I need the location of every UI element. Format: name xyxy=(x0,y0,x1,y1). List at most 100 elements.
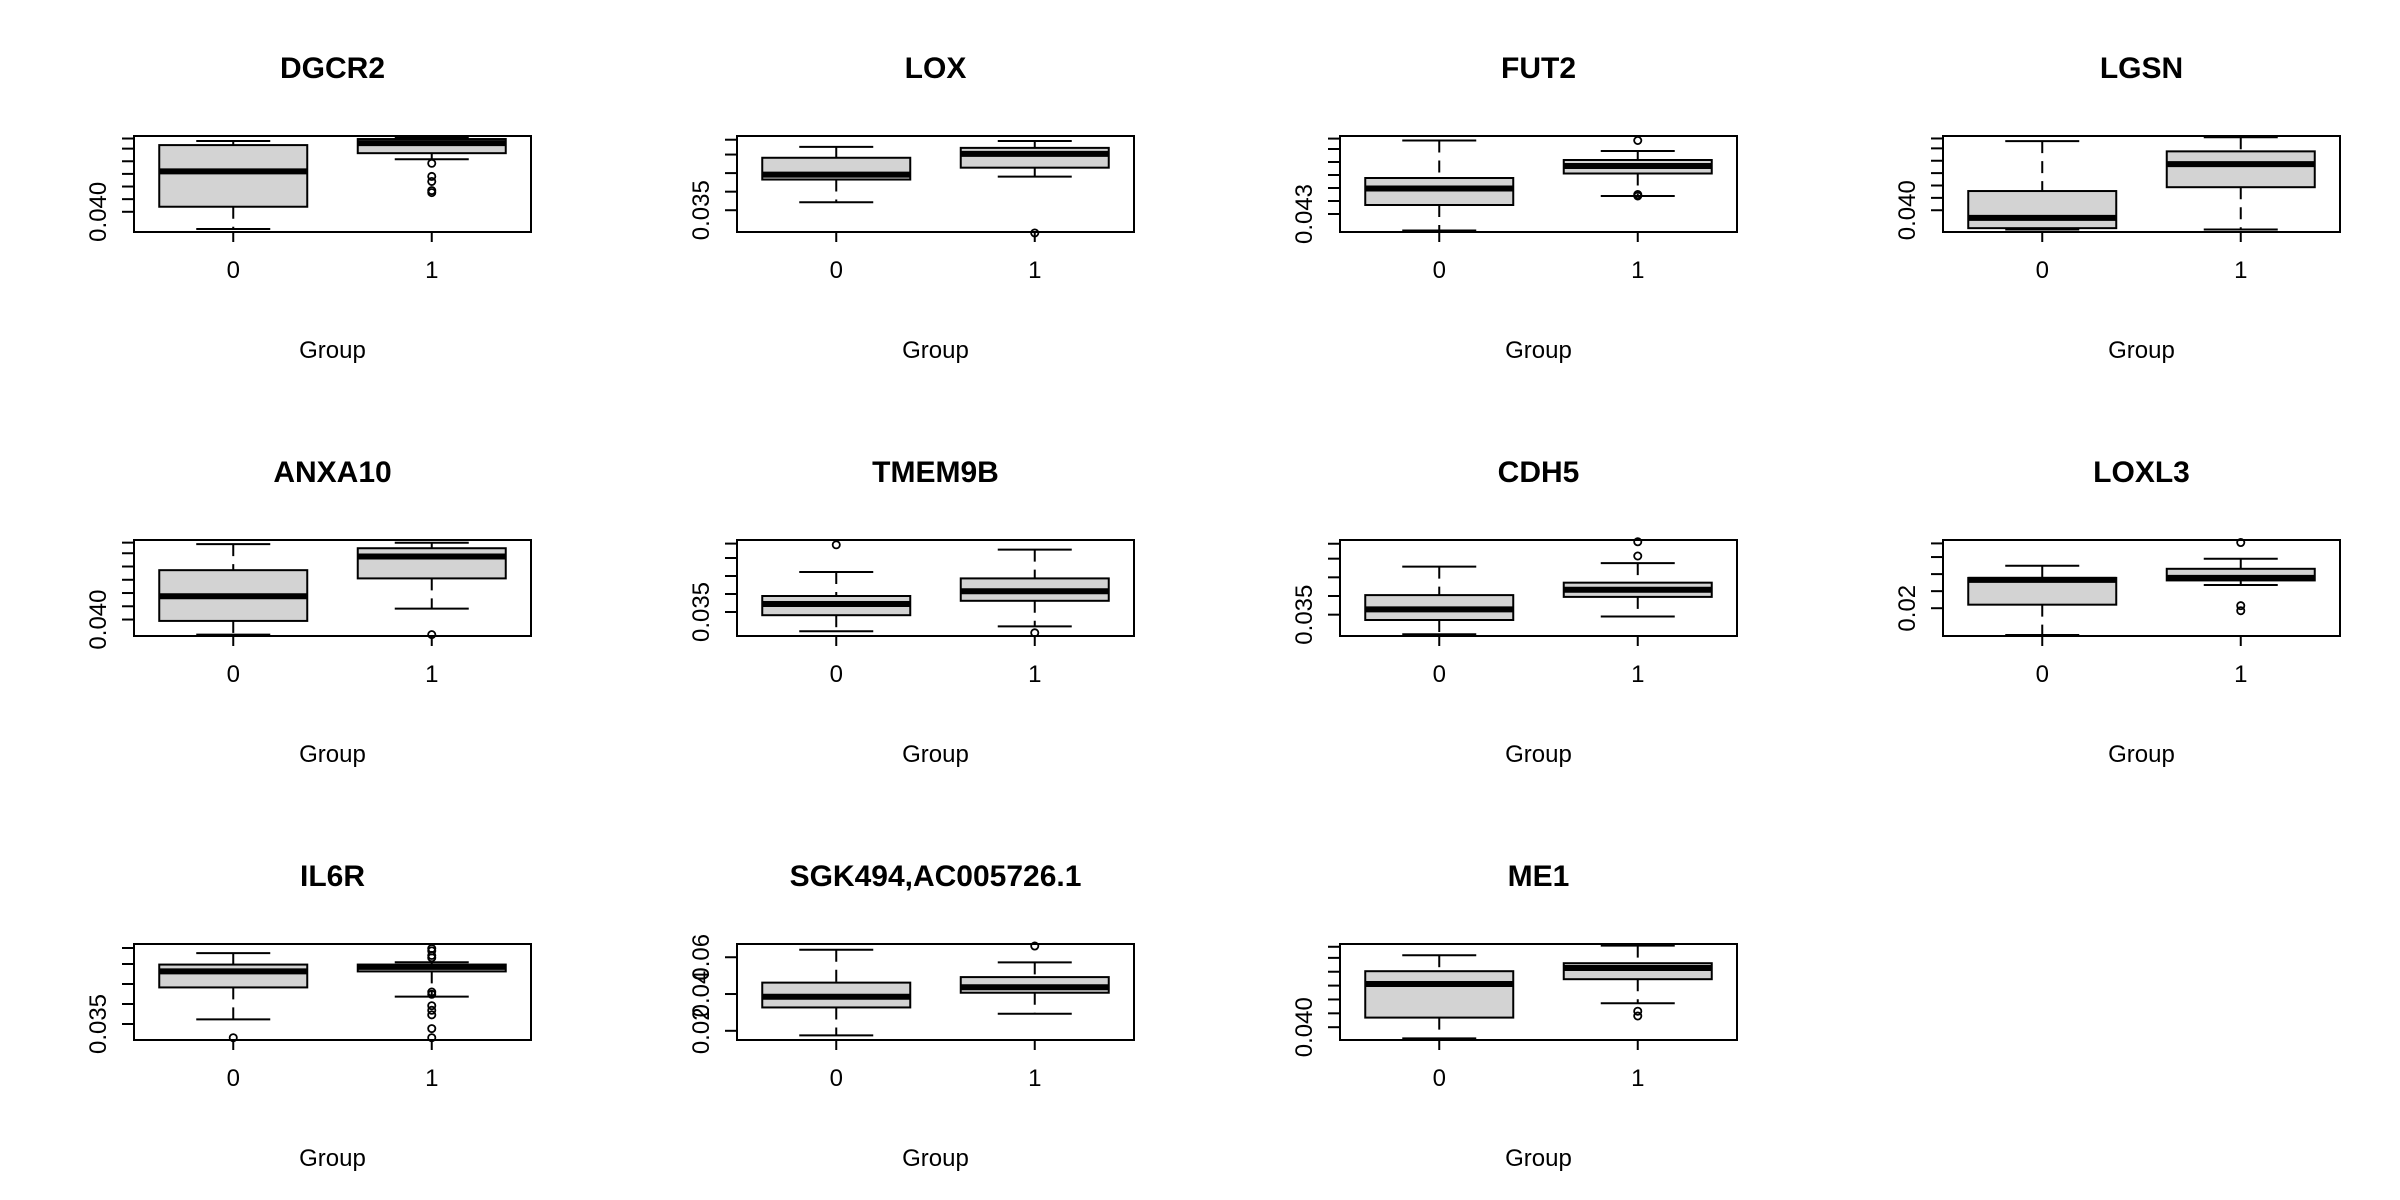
box-group-1: 1 xyxy=(959,941,1110,1092)
x-tick-label: 0 xyxy=(227,1065,240,1092)
y-tick-label: 0.04 xyxy=(688,971,715,1018)
outlier-point xyxy=(2236,606,2246,616)
x-tick-label: 1 xyxy=(1631,1065,1644,1092)
x-tick-label: 1 xyxy=(1631,257,1644,284)
iqr-box xyxy=(1364,970,1515,1019)
x-tick-label: 0 xyxy=(2036,257,2049,284)
outlier-point xyxy=(2236,538,2246,548)
box-group-0: 0 xyxy=(1967,140,2118,284)
x-axis-label: Group xyxy=(1505,741,1572,768)
box-group-1: 1 xyxy=(959,548,1110,688)
box-group-0: 0 xyxy=(1364,954,1515,1092)
box-group-1: 1 xyxy=(356,944,507,1092)
box-group-1: 1 xyxy=(356,137,507,284)
x-axis-label: Group xyxy=(2108,741,2175,768)
iqr-box xyxy=(158,144,309,208)
outlier-point xyxy=(1633,551,1643,561)
panel-me1: ME1 0 1 0.040 Group xyxy=(1291,860,1738,1172)
plot-frame xyxy=(1942,135,2341,233)
outlier-point xyxy=(427,171,437,181)
box-group-1: 1 xyxy=(2165,136,2316,284)
box-group-1: 1 xyxy=(1562,944,1713,1092)
x-tick-label: 0 xyxy=(830,257,843,284)
x-tick-label: 0 xyxy=(1433,257,1446,284)
outlier-point xyxy=(1633,1011,1643,1021)
y-tick-label: 0.035 xyxy=(85,994,112,1054)
outlier-point xyxy=(427,1001,437,1011)
panel-il6r: IL6R 0 1 0.035 Group xyxy=(85,860,532,1172)
outlier-point xyxy=(1633,135,1643,145)
panel-title: ANXA10 xyxy=(273,456,391,489)
x-axis-label: Group xyxy=(2108,337,2175,364)
x-tick-label: 0 xyxy=(1433,1065,1446,1092)
plot-frame xyxy=(133,135,532,233)
plot-frame xyxy=(1942,539,2341,637)
y-tick-label: 0.02 xyxy=(688,1007,715,1054)
box-group-1: 1 xyxy=(356,541,507,688)
panel-dgcr2: DGCR2 0 1 0.040 Group xyxy=(85,52,532,364)
outlier-point xyxy=(427,953,437,963)
plot-frame xyxy=(1339,539,1738,637)
outlier-point xyxy=(1030,941,1040,951)
panel-title: SGK494,AC005726.1 xyxy=(790,860,1082,893)
panel-lox: LOX 0 1 0.035 Group xyxy=(688,52,1135,364)
panel-anxa10: ANXA10 0 1 0.040 Group xyxy=(85,456,532,768)
iqr-box xyxy=(1967,190,2118,230)
x-tick-label: 0 xyxy=(1433,661,1446,688)
box-group-0: 0 xyxy=(761,948,912,1092)
y-tick-label: 0.040 xyxy=(1291,997,1318,1057)
outlier-point xyxy=(427,1010,437,1020)
panel-sgk494-ac005726-1: SGK494,AC005726.1 0 1 0.020.040.06 Group xyxy=(688,860,1135,1172)
x-tick-label: 1 xyxy=(1028,661,1041,688)
box-group-0: 0 xyxy=(158,543,309,688)
x-tick-label: 0 xyxy=(830,661,843,688)
panel-title: TMEM9B xyxy=(872,456,999,489)
panel-tmem9b: TMEM9B 0 1 0.035 Group xyxy=(688,456,1135,768)
y-tick-label: 0.043 xyxy=(1291,184,1318,244)
x-axis-label: Group xyxy=(902,1145,969,1172)
x-tick-label: 0 xyxy=(227,257,240,284)
outlier-point xyxy=(427,1024,437,1034)
x-tick-label: 1 xyxy=(1028,1065,1041,1092)
plot-frame xyxy=(133,539,532,637)
x-tick-label: 0 xyxy=(2036,661,2049,688)
x-axis-label: Group xyxy=(1505,337,1572,364)
outlier-point xyxy=(1633,191,1643,201)
box-group-0: 0 xyxy=(158,140,309,284)
box-group-1: 1 xyxy=(2165,538,2316,688)
panel-title: DGCR2 xyxy=(280,52,385,85)
outlier-point xyxy=(1633,537,1643,547)
panel-loxl3: LOXL3 0 1 0.02 Group xyxy=(1894,456,2341,768)
x-tick-label: 1 xyxy=(425,1065,438,1092)
box-group-0: 0 xyxy=(1967,564,2118,688)
outlier-point xyxy=(427,158,437,168)
box-group-0: 0 xyxy=(761,145,912,284)
x-tick-label: 0 xyxy=(830,1065,843,1092)
x-axis-label: Group xyxy=(1505,1145,1572,1172)
panel-title: IL6R xyxy=(300,860,365,893)
y-tick-label: 0.02 xyxy=(1894,585,1921,632)
x-axis-label: Group xyxy=(902,337,969,364)
iqr-box xyxy=(2165,150,2316,189)
outlier-point xyxy=(427,176,437,186)
y-tick-label: 0.040 xyxy=(1894,180,1921,240)
y-tick-label: 0.040 xyxy=(85,182,112,242)
x-tick-label: 1 xyxy=(425,661,438,688)
plot-frame xyxy=(1339,135,1738,233)
x-axis-label: Group xyxy=(902,741,969,768)
panel-title: ME1 xyxy=(1508,860,1570,893)
panel-title: LOXL3 xyxy=(2093,456,2190,489)
box-group-0: 0 xyxy=(761,540,912,688)
panel-lgsn: LGSN 0 1 0.040 Group xyxy=(1894,52,2341,364)
x-axis-label: Group xyxy=(299,1145,366,1172)
y-tick-label: 0.035 xyxy=(688,582,715,642)
box-group-0: 0 xyxy=(158,952,309,1092)
x-tick-label: 1 xyxy=(1631,661,1644,688)
panel-title: CDH5 xyxy=(1498,456,1580,489)
plot-frame xyxy=(1339,943,1738,1041)
x-tick-label: 1 xyxy=(2234,661,2247,688)
y-tick-label: 0.040 xyxy=(85,590,112,650)
box-group-0: 0 xyxy=(1364,565,1515,688)
panel-title: FUT2 xyxy=(1501,52,1576,85)
